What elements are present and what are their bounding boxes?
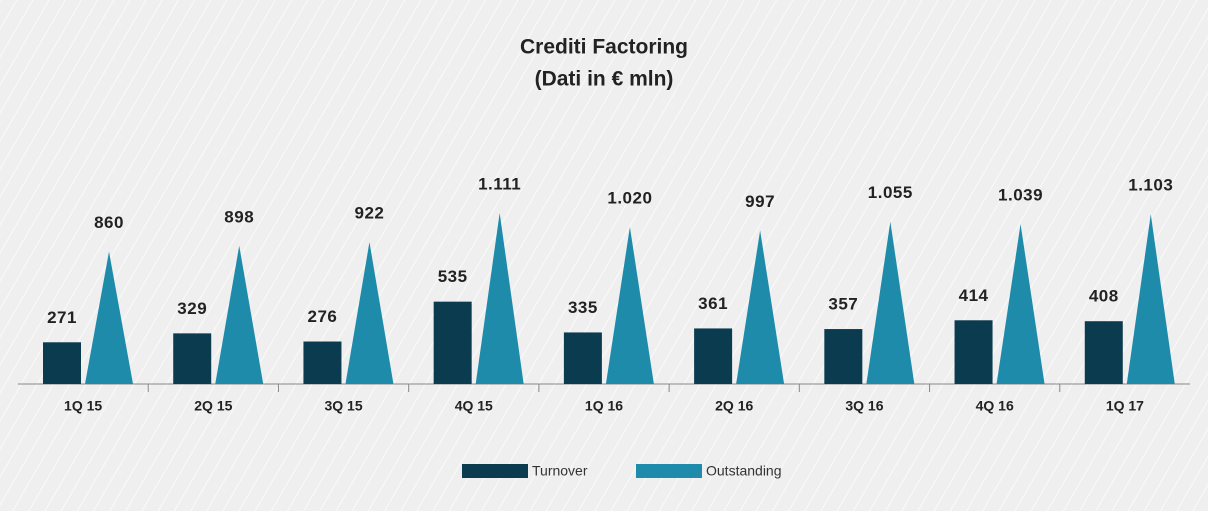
triangle (215, 245, 264, 384)
x-tick-label: 1Q 15 (64, 398, 102, 414)
triangle (1126, 214, 1175, 384)
value-label: 535 (438, 267, 468, 286)
value-label: 276 (308, 307, 338, 326)
bar (694, 328, 733, 384)
value-label: 335 (568, 298, 598, 317)
bar (43, 342, 81, 384)
value-label: 1.055 (868, 183, 913, 202)
value-label: 860 (94, 213, 124, 232)
x-tick-label: 1Q 17 (1106, 398, 1144, 414)
x-tick-label: 2Q 15 (194, 398, 232, 414)
triangle (736, 230, 785, 384)
bar (173, 333, 212, 384)
bar (563, 332, 602, 384)
bar (433, 301, 472, 384)
triangle (605, 227, 654, 384)
triangle (85, 251, 133, 384)
value-label: 408 (1089, 287, 1119, 306)
bar (954, 320, 993, 384)
legend-swatch (636, 464, 702, 478)
value-label: 1.039 (998, 186, 1043, 205)
chart-title: Crediti Factoring (520, 36, 688, 59)
value-label: 414 (959, 286, 989, 305)
bar (824, 329, 863, 384)
bar (1084, 321, 1123, 384)
x-tick-label: 1Q 16 (585, 398, 623, 414)
value-label: 357 (828, 295, 858, 314)
value-label: 361 (698, 294, 728, 313)
triangle (475, 213, 524, 384)
value-label: 898 (224, 207, 254, 226)
x-tick-label: 2Q 16 (715, 398, 753, 414)
value-label: 271 (47, 308, 77, 327)
legend-label: Turnover (532, 463, 588, 479)
legend-swatch (462, 464, 528, 478)
triangle (345, 242, 394, 384)
value-label: 329 (177, 299, 207, 318)
value-label: 1.020 (607, 188, 652, 207)
bar (303, 341, 342, 384)
triangle (866, 221, 915, 384)
x-tick-label: 4Q 16 (976, 398, 1014, 414)
value-label: 1.103 (1128, 176, 1173, 195)
x-tick-label: 4Q 15 (455, 398, 493, 414)
legend-label: Outstanding (706, 463, 782, 479)
x-tick-label: 3Q 15 (324, 398, 362, 414)
triangle (996, 224, 1045, 384)
value-label: 997 (745, 192, 775, 211)
value-label: 922 (355, 204, 385, 223)
value-label: 1.111 (478, 174, 521, 193)
x-tick-label: 3Q 16 (845, 398, 883, 414)
chart-subtitle: (Dati in € mln) (535, 68, 674, 91)
